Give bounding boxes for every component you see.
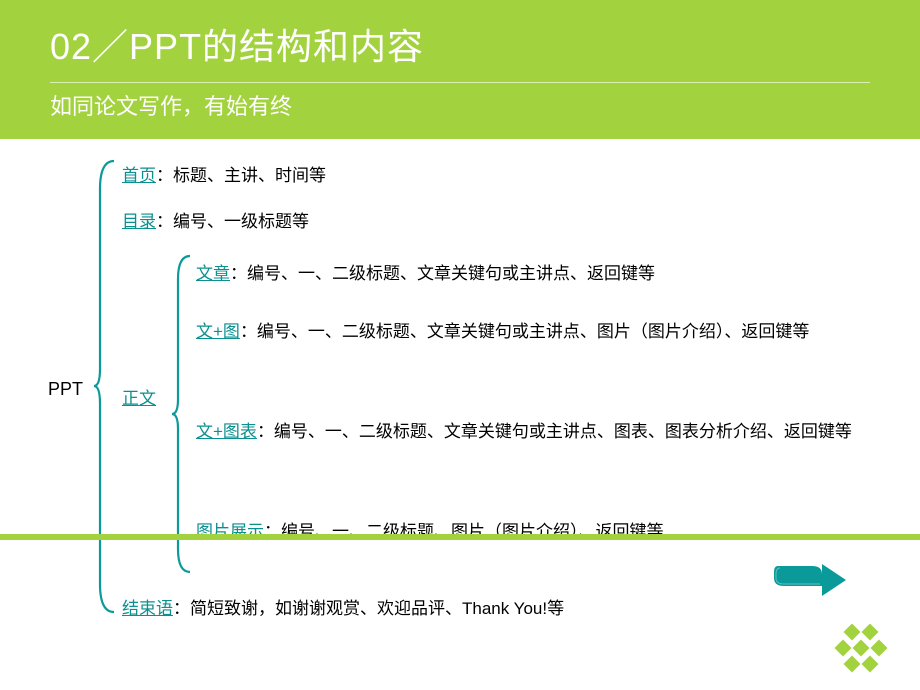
l2-text-img: 文+图：编号、一、二级标题、文章关键句或主讲点、图片（图片介绍）、返回键等 — [196, 319, 886, 345]
term-body: 正文 — [122, 389, 156, 408]
brace-level1 — [94, 159, 116, 614]
divider-line — [0, 534, 920, 540]
term-article: 文章 — [196, 264, 230, 283]
l2-article: 文章：编号、一、二级标题、文章关键句或主讲点、返回键等 — [196, 261, 886, 287]
desc-text-chart: ：编号、一、二级标题、文章关键句或主讲点、图表、图表分析介绍、返回键等 — [257, 422, 852, 441]
next-arrow-button[interactable] — [770, 556, 850, 600]
term-text-chart: 文+图表 — [196, 422, 257, 441]
l2-text-chart: 文+图表：编号、一、二级标题、文章关键句或主讲点、图表、图表分析介绍、返回键等 — [196, 419, 886, 445]
l1-toc: 目录：编号、一级标题等 — [122, 207, 892, 232]
term-text-img: 文+图 — [196, 322, 240, 341]
desc-homepage: ：标题、主讲、时间等 — [156, 166, 326, 185]
slide-subtitle: 如同论文写作，有始有终 — [50, 82, 870, 125]
term-closing: 结束语 — [122, 599, 173, 618]
corner-decoration-icon — [830, 624, 890, 678]
l2-img-show: 图片展示：编号、一、二级标题、图片（图片介绍）、返回键等 — [196, 519, 886, 545]
desc-article: ：编号、一、二级标题、文章关键句或主讲点、返回键等 — [230, 264, 655, 283]
slide-title: 02／PPT的结构和内容 — [50, 18, 870, 70]
desc-text-img: ：编号、一、二级标题、文章关键句或主讲点、图片（图片介绍）、返回键等 — [240, 322, 810, 341]
term-toc: 目录 — [122, 212, 156, 231]
brace-level2 — [172, 254, 192, 574]
desc-toc: ：编号、一级标题等 — [156, 212, 309, 231]
l1-body: 正文 — [122, 384, 892, 409]
desc-closing: ：简短致谢，如谢谢观赏、欢迎品评、Thank You!等 — [173, 599, 564, 618]
slide-header: 02／PPT的结构和内容 如同论文写作，有始有终 — [0, 0, 920, 139]
root-label: PPT — [48, 379, 83, 400]
term-homepage: 首页 — [122, 166, 156, 185]
l1-homepage: 首页：标题、主讲、时间等 — [122, 161, 892, 186]
